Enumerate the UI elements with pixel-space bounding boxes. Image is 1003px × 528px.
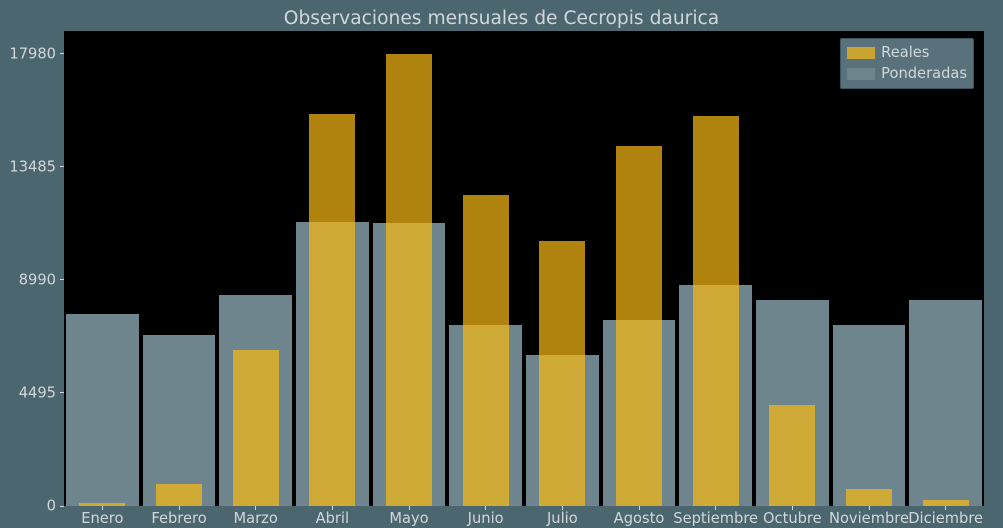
bar-ponderadas [66, 314, 139, 506]
ytick-label: 17980 [9, 45, 64, 62]
legend-swatch [847, 68, 875, 80]
bar-reales [156, 484, 202, 506]
xtick-label: Julio [547, 506, 578, 527]
bar-reales [846, 489, 892, 506]
xtick-label: Abril [316, 506, 350, 527]
xtick-label: Febrero [151, 506, 206, 527]
xtick-label: Diciembre [908, 506, 983, 527]
legend-item: Ponderadas [847, 64, 967, 85]
xtick-label: Junio [468, 506, 504, 527]
bar-reales [539, 241, 585, 506]
xtick-label: Mayo [389, 506, 428, 527]
legend-item: Reales [847, 43, 967, 64]
xtick-label: Agosto [614, 506, 665, 527]
xtick-label: Octubre [763, 506, 822, 527]
bar-reales [309, 114, 355, 506]
bar-reales [616, 146, 662, 506]
chart-title: Observaciones mensuales de Cecropis daur… [0, 8, 1003, 29]
xtick-label: Septiembre [673, 506, 758, 527]
bar-reales [79, 503, 125, 506]
bar-reales [233, 350, 279, 506]
ytick-label: 4495 [19, 384, 64, 401]
bar-ponderadas [143, 335, 216, 506]
legend-label: Reales [881, 43, 929, 64]
ytick-label: 8990 [19, 271, 64, 288]
bar-reales [923, 500, 969, 506]
legend-label: Ponderadas [881, 64, 967, 85]
bar-reales [386, 54, 432, 506]
xtick-label: Marzo [234, 506, 278, 527]
ytick-label: 13485 [9, 158, 64, 175]
bar-reales [769, 405, 815, 506]
legend: RealesPonderadas [840, 38, 974, 89]
figure: Observaciones mensuales de Cecropis daur… [0, 0, 1003, 528]
ytick-label: 0 [47, 498, 64, 515]
xtick-label: Enero [81, 506, 123, 527]
xtick-label: Noviembre [829, 506, 909, 527]
legend-swatch [847, 47, 875, 59]
bar-reales [463, 195, 509, 506]
bar-reales [693, 116, 739, 506]
bar-ponderadas [909, 300, 982, 506]
bar-ponderadas [833, 325, 906, 506]
plot-area: 0449589901348517980EneroFebreroMarzoAbri… [64, 31, 984, 506]
